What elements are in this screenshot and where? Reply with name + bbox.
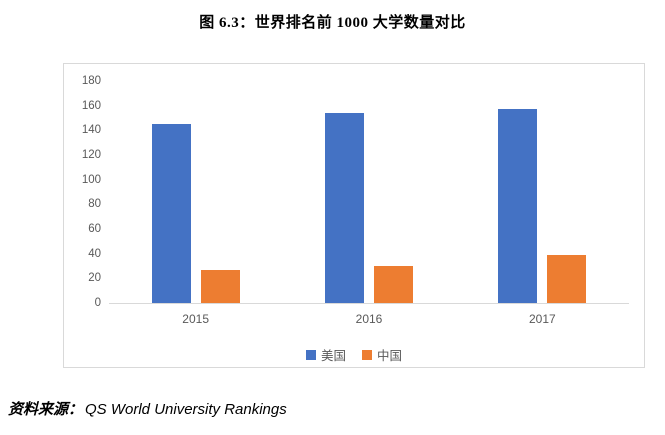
x-axis-label-2015: 2015 — [182, 312, 209, 326]
chart-title: 图 6.3：世界排名前 1000 大学数量对比 — [199, 15, 466, 31]
y-tick-label-80: 80 — [88, 198, 101, 211]
bar-china-2016 — [374, 266, 413, 303]
y-tick-label-140: 140 — [81, 124, 101, 137]
y-tick-label-20: 20 — [88, 272, 101, 285]
x-axis-label-2017: 2017 — [528, 312, 556, 326]
bar-group-2015 — [151, 124, 240, 303]
chart-area: 0 20 40 60 80 100 120 140 160 180 2015 2016 2017 美国… — [63, 63, 645, 368]
bar-us-2017 — [498, 109, 538, 303]
bar-us-2016 — [325, 113, 364, 303]
x-axis-label-2016: 2016 — [355, 312, 383, 326]
y-tick-label-120: 120 — [81, 149, 101, 161]
bar-group-2016 — [325, 113, 413, 303]
legend-label-us: 美国 — [320, 349, 346, 363]
legend-item-us: 美国 — [305, 345, 346, 364]
legend: 美国 中国 — [64, 345, 644, 364]
source-line: 资料来源： QS World University Rankings — [8, 398, 287, 419]
legend-item-china: 中国 — [362, 345, 402, 364]
y-tick-label-60: 60 — [88, 223, 101, 235]
y-tick-label-0: 0 — [94, 297, 101, 309]
legend-swatch-china — [362, 349, 372, 360]
plot-area — [109, 81, 629, 304]
y-tick-label-40: 40 — [88, 247, 101, 260]
y-tick-label-100: 100 — [81, 173, 101, 186]
bar-china-2017 — [547, 254, 587, 303]
legend-label-china: 中国 — [377, 349, 403, 363]
bar-china-2015 — [200, 269, 240, 303]
y-tick-label-180: 180 — [81, 75, 101, 87]
bar-us-2015 — [151, 124, 191, 303]
legend-swatch-us — [305, 349, 316, 360]
y-tick-label-160: 160 — [81, 99, 101, 112]
source-prefix: 资料来源： — [8, 402, 84, 418]
source-text: QS World University Rankings — [85, 401, 287, 418]
bar-group-2017 — [498, 109, 587, 303]
